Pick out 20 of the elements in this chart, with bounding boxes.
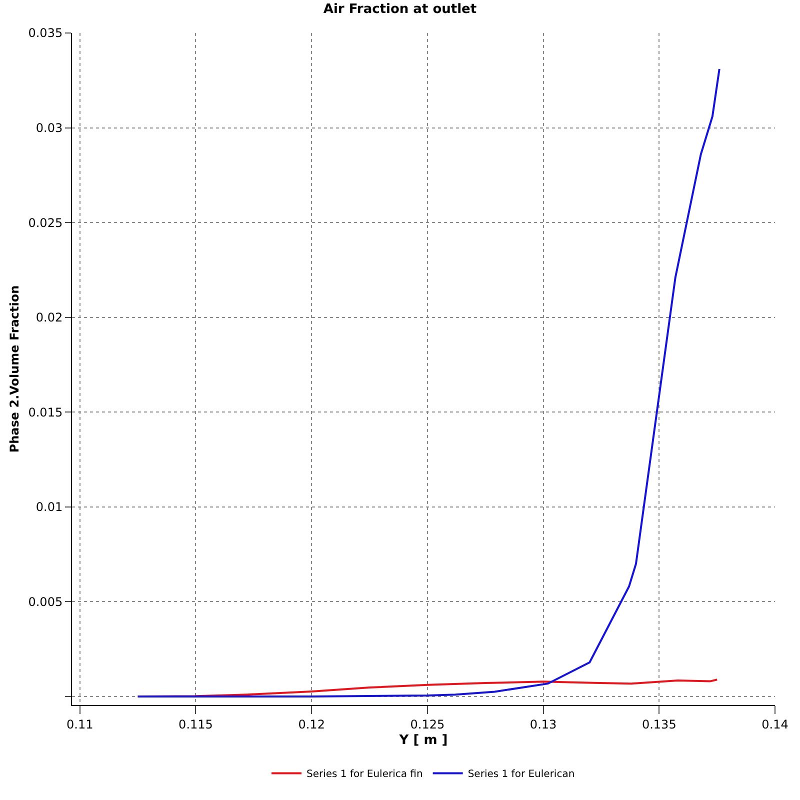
x-tick-label: 0.125 bbox=[410, 717, 445, 732]
x-tick-label: 0.14 bbox=[762, 717, 788, 732]
x-tick-label: 0.115 bbox=[178, 717, 213, 732]
y-tick-label: 0.035 bbox=[28, 26, 63, 40]
x-tick-label: 0.135 bbox=[642, 717, 676, 732]
y-tick-label: 0.025 bbox=[28, 216, 63, 230]
y-tick-label: 0.01 bbox=[36, 500, 63, 514]
chart-title: Air Fraction at outlet bbox=[323, 2, 477, 18]
x-axis-title: Y [ m ] bbox=[398, 733, 448, 748]
legend-label: Series 1 for Eulerica fin bbox=[306, 769, 423, 780]
y-tick-label: 0.005 bbox=[28, 594, 63, 609]
y-axis-title: Phase 2.Volume Fraction bbox=[8, 285, 22, 453]
x-tick-label: 0.12 bbox=[298, 717, 325, 732]
y-tick-label: 0.03 bbox=[36, 120, 63, 135]
x-tick-label: 0.11 bbox=[66, 717, 94, 732]
legend-label: Series 1 for Eulerican bbox=[468, 769, 575, 780]
line-series bbox=[136, 68, 720, 698]
x-tick-label: 0.13 bbox=[530, 717, 557, 732]
y-tick-label: 0.02 bbox=[36, 310, 63, 325]
y-tick-label: 0.015 bbox=[28, 405, 63, 420]
